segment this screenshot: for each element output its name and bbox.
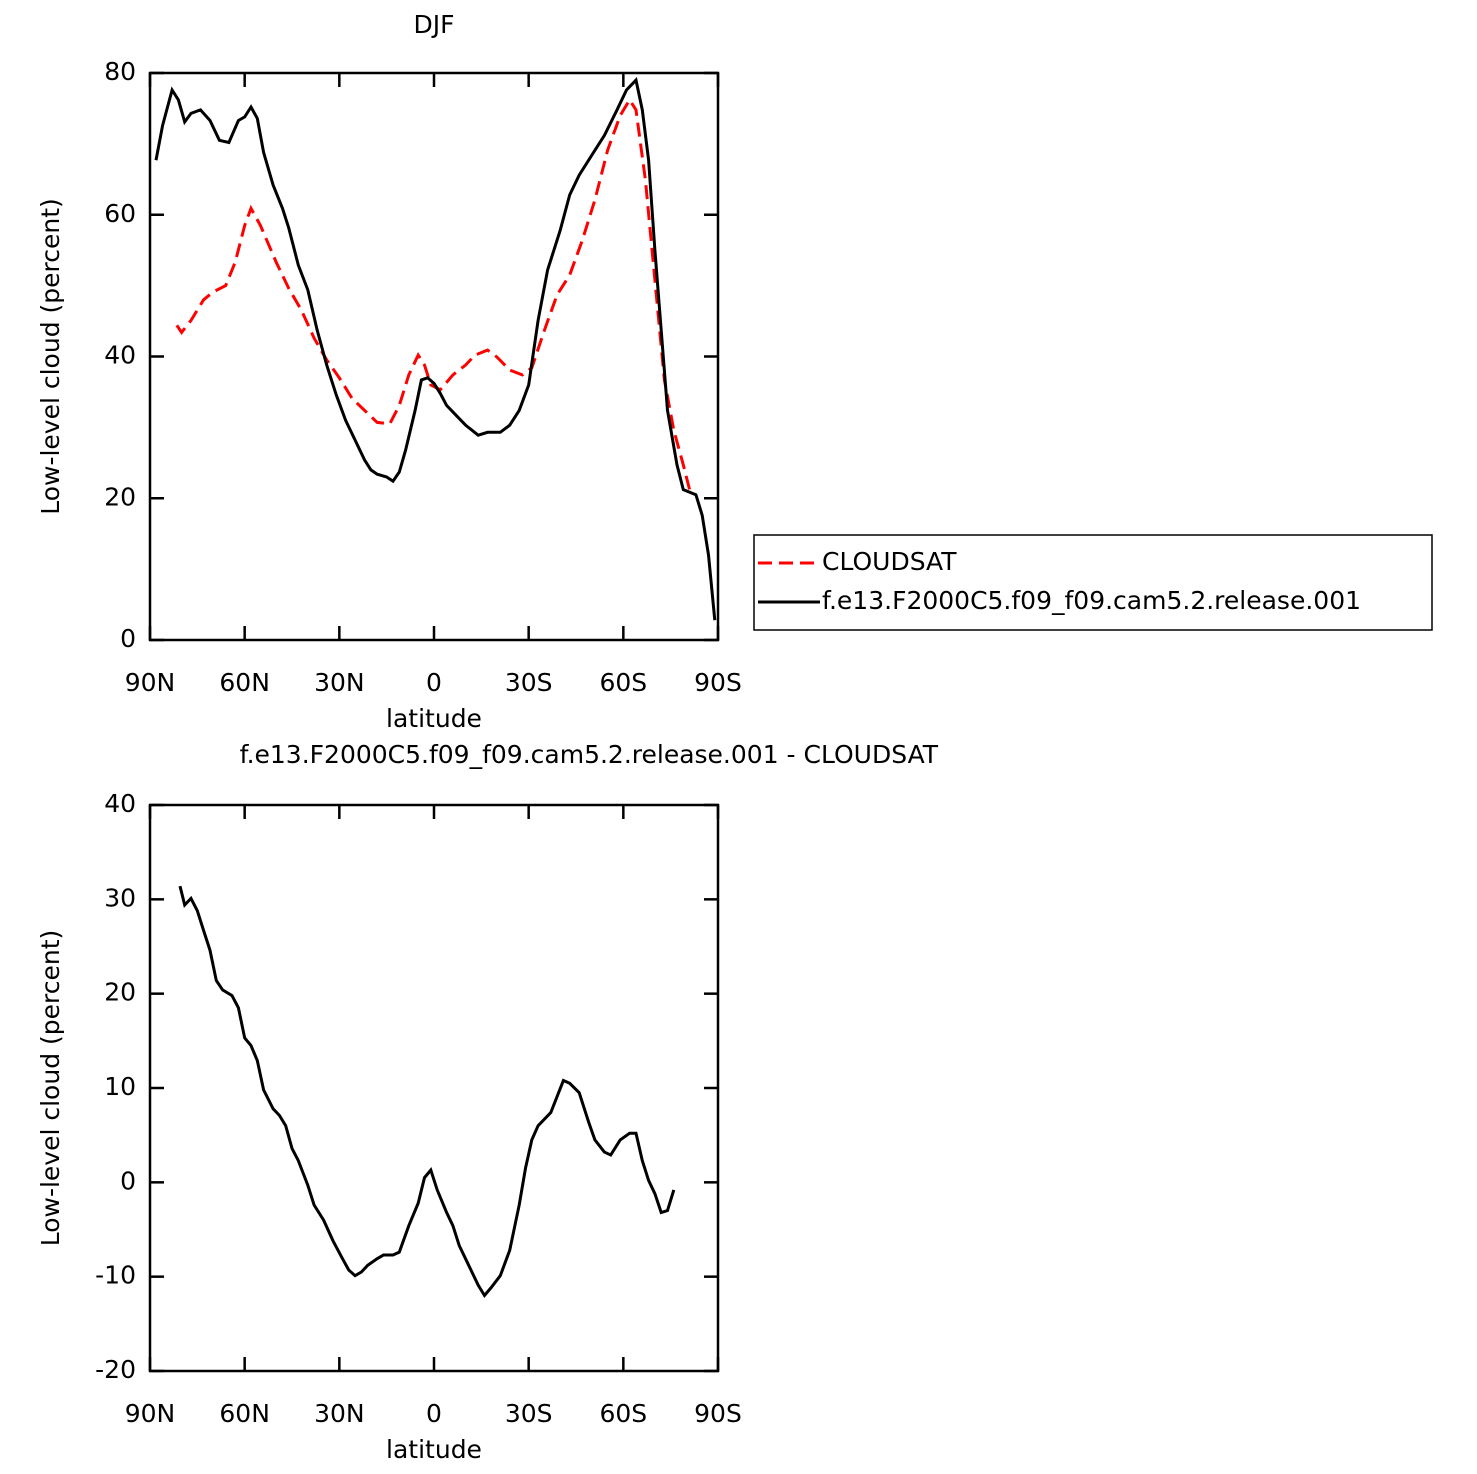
y-tick-label: 80 [104,57,136,86]
y-tick-label: 10 [104,1072,136,1101]
y-tick-label: 20 [104,482,136,511]
x-tick-label: 90N [125,1399,176,1428]
x-axis-label: latitude [386,1435,482,1464]
y-axis-label: Low-level cloud (percent) [36,198,65,515]
y-tick-label: -20 [95,1355,136,1384]
x-tick-label: 90S [694,668,742,697]
y-axis-label: Low-level cloud (percent) [36,930,65,1247]
x-tick-label: 90N [125,668,176,697]
y-tick-label: 60 [104,199,136,228]
x-tick-label: 0 [426,668,442,697]
y-tick-label: 0 [120,1166,136,1195]
data-line [154,77,717,621]
x-tick-label: 0 [426,1399,442,1428]
x-tick-label: 30S [505,1399,553,1428]
y-tick-label: 40 [104,789,136,818]
y-tick-label: 0 [120,624,136,653]
x-tick-label: 90S [694,1399,742,1428]
x-tick-label: 60N [219,1399,270,1428]
x-tick-label: 60S [599,1399,647,1428]
x-tick-label: 30S [505,668,553,697]
x-tick-label: 60S [599,668,647,697]
plot-frame [148,71,720,642]
y-tick-label: -10 [95,1261,136,1290]
chart-title: f.e13.F2000C5.f09_f09.cam5.2.release.001… [240,740,939,769]
plot-frame [148,803,720,1373]
x-axis-label: latitude [386,704,482,733]
y-tick-label: 20 [104,978,136,1007]
y-tick-label: 30 [104,883,136,912]
y-tick-label: 40 [104,341,136,370]
x-tick-label: 30N [314,668,365,697]
legend-label: CLOUDSAT [822,547,957,576]
x-tick-label: 30N [314,1399,365,1428]
x-tick-label: 60N [219,668,270,697]
data-line [175,97,692,491]
legend-box [753,534,1433,631]
legend-label: f.e13.F2000C5.f09_f09.cam5.2.release.001 [822,586,1361,615]
data-line [178,885,676,1299]
chart-title: DJF [413,10,454,39]
